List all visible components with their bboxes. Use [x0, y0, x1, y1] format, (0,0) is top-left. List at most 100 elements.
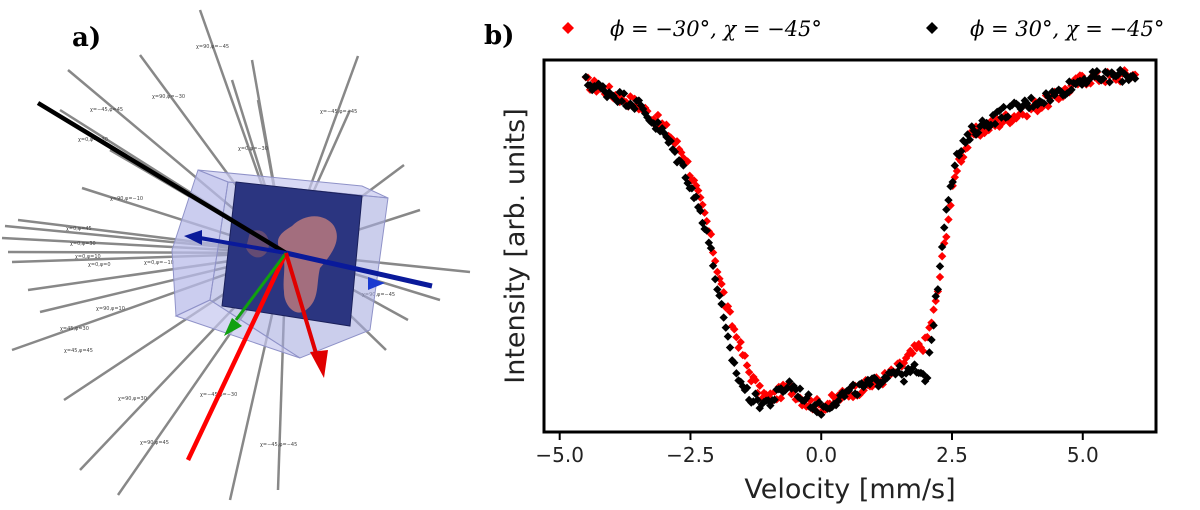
- data-point: [899, 377, 909, 386]
- ray-label-19: χ=90,φ=−45: [362, 292, 395, 298]
- data-point: [946, 201, 955, 210]
- x-tick-label: 2.5: [936, 443, 968, 467]
- data-point: [1105, 71, 1114, 80]
- data-point: [986, 120, 996, 130]
- spectrum-chart: b) ϕ = −30°, χ = −45° ϕ = 30°, χ = −45° …: [484, 17, 1164, 505]
- ray-label-12: χ=90,φ=10: [96, 306, 125, 312]
- data-point: [766, 389, 775, 398]
- data-point: [1029, 102, 1038, 112]
- ray-label-17: χ=90,φ=45: [140, 440, 169, 446]
- data-point: [736, 337, 745, 347]
- ray-label-13: χ=45,φ=30: [60, 326, 89, 332]
- data-point: [1016, 104, 1025, 113]
- ray-label-2: χ=−45,φ=45: [90, 107, 123, 113]
- data-point: [944, 215, 953, 224]
- data-point: [1113, 70, 1123, 79]
- data-point: [942, 232, 951, 242]
- data-point: [713, 267, 722, 277]
- legend: ϕ = −30°, χ = −45° ϕ = 30°, χ = −45°: [562, 17, 1164, 41]
- data-point: [1101, 77, 1110, 87]
- data-point: [897, 370, 907, 379]
- data-point: [929, 305, 938, 314]
- data-point: [910, 360, 919, 369]
- data-point: [1014, 101, 1023, 110]
- data-point: [628, 101, 637, 111]
- data-point: [865, 380, 875, 389]
- data-point: [963, 130, 972, 139]
- series-red: [581, 66, 1140, 417]
- data-point: [1048, 87, 1057, 96]
- ray-label-7: χ=0,φ=45: [66, 226, 92, 232]
- data-point: [732, 333, 741, 342]
- data-point: [1046, 96, 1055, 105]
- data-point: [1105, 77, 1114, 87]
- data-point: [721, 323, 731, 332]
- data-point: [937, 252, 947, 261]
- data-point: [933, 285, 943, 294]
- data-point: [993, 115, 1002, 124]
- data-point: [655, 127, 665, 136]
- data-point: [600, 87, 610, 96]
- data-point: [1071, 74, 1080, 83]
- data-point: [1050, 91, 1059, 100]
- data-point: [742, 383, 752, 392]
- x-tick-label: 0.0: [805, 443, 837, 467]
- data-point: [831, 400, 841, 410]
- data-point: [942, 205, 951, 214]
- data-point: [935, 262, 945, 271]
- data-point: [1118, 77, 1127, 86]
- data-point: [1122, 71, 1131, 81]
- x-axis-title: Velocity [mm/s]: [744, 474, 955, 505]
- data-point: [908, 364, 917, 373]
- data-point: [776, 384, 786, 393]
- data-point: [999, 102, 1008, 112]
- plot-frame: [542, 58, 1158, 434]
- incident-beam-red: [185, 252, 289, 461]
- data-point: [764, 396, 773, 405]
- data-point: [711, 274, 720, 284]
- legend-marker-black: [926, 22, 938, 34]
- panel-a-label: a): [72, 23, 101, 53]
- data-point: [1130, 74, 1140, 83]
- data-point: [755, 381, 764, 391]
- data-point: [1007, 100, 1017, 110]
- data-point: [1067, 85, 1076, 94]
- data-point: [995, 122, 1004, 131]
- axis-arrow-blue-right: [285, 250, 433, 290]
- ray-label-10: χ=0,φ=0: [88, 262, 111, 268]
- legend-marker-red: [562, 22, 574, 34]
- data-point: [1033, 100, 1042, 110]
- axis-arrow-red: [284, 252, 328, 378]
- ray-label-0: χ=90,φ=−45: [196, 44, 229, 50]
- panel-b-label: b): [484, 21, 514, 51]
- data-point: [1024, 103, 1034, 113]
- ray-label-6: χ=90,φ=−10: [110, 196, 143, 202]
- data-point: [1037, 103, 1046, 112]
- data-point: [1033, 106, 1042, 116]
- data-point: [956, 147, 966, 156]
- data-point: [965, 135, 974, 144]
- data-point: [995, 106, 1004, 116]
- data-point: [910, 341, 919, 350]
- data-point: [808, 404, 817, 413]
- data-point: [645, 116, 654, 125]
- y-axis-title: Intensity [arb. units]: [500, 108, 531, 384]
- data-point: [643, 113, 652, 122]
- data-point: [976, 122, 985, 131]
- data-point: [787, 390, 796, 399]
- data-point: [954, 151, 964, 160]
- data-point: [1120, 69, 1129, 78]
- data-point: [1022, 112, 1032, 121]
- data-point: [1079, 74, 1089, 84]
- data-point: [753, 395, 762, 405]
- data-point: [1075, 76, 1085, 85]
- data-point: [990, 119, 1000, 129]
- x-tick-label: −2.5: [666, 443, 715, 467]
- data-point: [719, 313, 728, 322]
- ray-label-15: χ=90,φ=30: [118, 396, 147, 402]
- ray-label-14: χ=45,φ=45: [64, 348, 93, 354]
- ray-label-8: χ=0,φ=30: [70, 241, 96, 247]
- legend-label-red: ϕ = −30°, χ = −45°: [610, 17, 822, 41]
- data-point: [935, 272, 945, 282]
- data-point: [931, 292, 940, 301]
